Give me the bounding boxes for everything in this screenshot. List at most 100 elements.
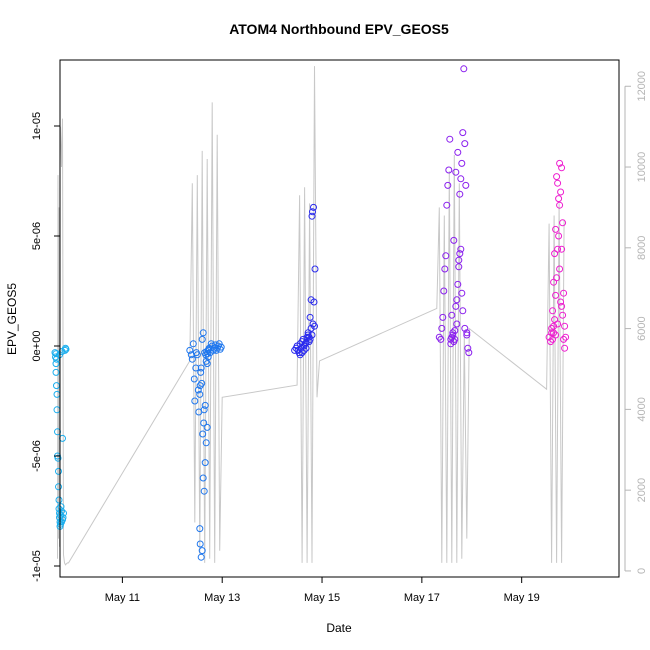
x-tick-label: May 15 [304,592,340,604]
y-axis-label: EPV_GEOS5 [5,283,19,355]
data-point [198,547,206,555]
data-point [453,296,461,304]
y-tick-label: 0e+00 [31,331,43,362]
data-point [463,329,471,337]
data-point [555,195,563,203]
x-tick-label: May 11 [105,592,140,604]
data-point [465,349,473,357]
data-point [443,201,451,209]
data-point [188,355,196,363]
y-tick-label: 5e-06 [31,222,43,250]
y2-tick-label: 12000 [636,71,648,102]
data-point [191,397,199,405]
y2-tick-label: 8000 [636,236,648,260]
data-point [457,175,465,183]
altitude-layer [57,66,565,566]
data-point [556,265,564,273]
data-point [550,322,558,330]
data-point [464,344,472,352]
y-axis: -1e-05 -5e-06 0e+00 5e-06 1e-05 [31,112,60,582]
data-point [461,324,469,332]
data-point [557,298,565,306]
data-point [558,302,566,310]
y2-tick-label: 10000 [636,152,648,183]
data-point [52,368,60,376]
data-point [196,382,204,390]
data-point [562,333,570,341]
data-point [450,236,458,244]
y2-tick-label: 6000 [636,316,648,340]
data-point [556,159,564,167]
data-point [456,190,464,198]
data-point [55,467,62,475]
data-point [310,203,317,211]
data-point [196,390,204,398]
data-point [548,329,556,337]
data-point [306,313,314,321]
data-point [456,250,464,258]
data-point [547,338,555,346]
data-point [444,181,452,189]
data-point [58,348,66,355]
data-point [62,345,70,353]
data-point [449,329,457,337]
data-point [452,302,460,310]
series-4 [435,65,473,357]
data-point [196,525,204,533]
data-point [559,219,567,227]
data-point [311,322,318,330]
data-point [555,232,563,240]
data-point [201,401,209,409]
data-point [440,287,448,295]
data-point [454,280,462,288]
y-tick-label: 1e-05 [31,112,43,140]
data-point [548,324,556,332]
chart-title: ATOM4 Northbound EPV_GEOS5 [229,21,449,37]
data-point [461,140,469,148]
data-point [197,364,205,372]
data-point [459,129,467,137]
data-point [553,173,561,181]
data-point [296,351,304,359]
y2-tick-label: 0 [636,568,648,574]
data-point [560,335,568,343]
points-layer [51,65,570,561]
data-point [200,419,208,427]
series-2 [186,329,225,561]
data-point [439,313,447,321]
data-point [197,553,205,561]
data-point [449,331,457,339]
data-point [457,245,465,253]
data-point [441,265,449,273]
data-point [451,327,459,335]
y-tick-label: -1e-05 [31,550,43,582]
data-point [560,289,568,297]
data-point [217,343,225,351]
data-point [463,331,471,339]
data-point [447,335,455,343]
data-point [302,339,310,347]
data-point [200,487,208,495]
data-point [203,360,211,368]
x-tick-label: May 17 [404,592,440,604]
data-point [308,212,316,220]
data-point [442,252,450,260]
data-point [559,311,567,319]
data-point [199,474,207,482]
data-point [201,459,209,467]
data-point [554,179,562,187]
data-point [550,329,558,337]
data-point [557,188,565,196]
data-point [203,423,211,431]
data-point [552,225,560,233]
data-point [55,483,62,491]
data-point [551,250,559,258]
data-point [55,496,63,504]
data-point [202,439,210,447]
data-point [448,311,456,319]
x-axis: May 11 May 13 May 15 May 17 May 19 [105,577,540,604]
data-point [460,65,468,73]
data-point [561,322,569,330]
data-point [190,375,198,383]
